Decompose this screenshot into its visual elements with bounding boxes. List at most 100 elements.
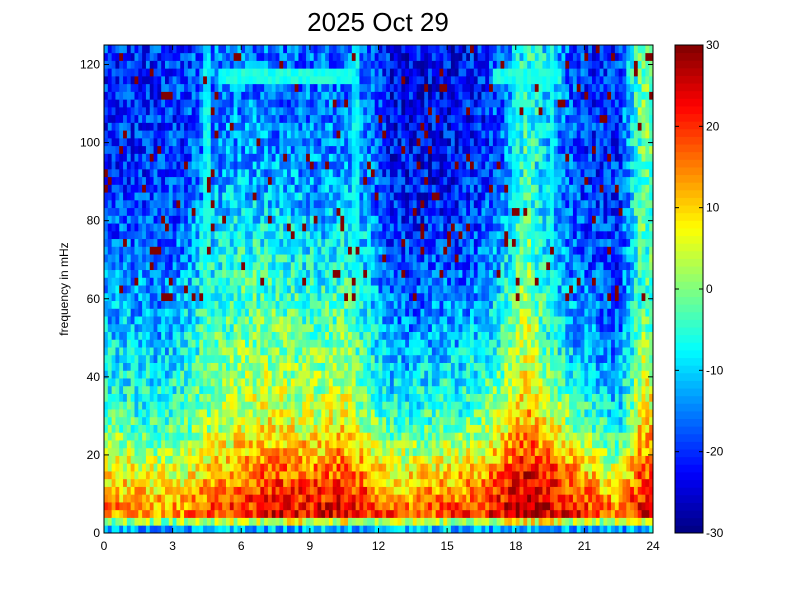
heatmap-cell: [126, 347, 132, 356]
heatmap-cell: [184, 277, 189, 286]
heatmap-cell: [191, 161, 196, 170]
heatmap-cell: [294, 494, 299, 503]
heatmap-cell: [389, 292, 395, 302]
heatmap-cell: [241, 509, 246, 518]
heatmap-cell: [389, 478, 395, 487]
heatmap-cell: [191, 432, 196, 441]
heatmap-cell: [130, 137, 135, 147]
heatmap-cell: [233, 130, 238, 139]
heatmap-cell: [348, 385, 353, 394]
heatmap-cell: [191, 68, 196, 77]
heatmap-cell: [153, 261, 158, 271]
heatmap-cell: [313, 347, 318, 356]
heatmap-cell: [168, 130, 174, 139]
heatmap-cell: [344, 517, 349, 526]
heatmap-cell: [172, 316, 177, 325]
heatmap-cell: [119, 509, 124, 518]
heatmap-cell: [104, 362, 109, 371]
heatmap-cell: [370, 114, 376, 123]
heatmap-cell: [218, 199, 223, 209]
heatmap-cell: [187, 91, 193, 100]
heatmap-cell: [260, 75, 265, 85]
heatmap-cell: [359, 339, 364, 348]
heatmap-cell: [302, 246, 307, 255]
heatmap-cell: [107, 455, 113, 464]
heatmap-cell: [374, 502, 379, 511]
heatmap-cell: [397, 246, 402, 255]
heatmap-cell: [382, 254, 387, 263]
heatmap-cell: [267, 114, 273, 123]
heatmap-cell: [382, 486, 387, 495]
heatmap-cell: [405, 432, 410, 441]
heatmap-cell: [107, 331, 113, 340]
heatmap-cell: [328, 292, 334, 302]
heatmap-cell: [264, 52, 269, 61]
heatmap-cell: [287, 223, 292, 232]
heatmap-cell: [123, 161, 128, 170]
heatmap-cell: [153, 525, 158, 534]
heatmap-cell: [348, 424, 353, 433]
heatmap-cell: [252, 199, 257, 209]
heatmap-cell: [386, 455, 391, 464]
heatmap-cell: [233, 339, 238, 348]
heatmap-cell: [382, 385, 387, 394]
heatmap-cell: [187, 137, 193, 147]
heatmap-cell: [401, 416, 406, 425]
heatmap-cell: [187, 261, 193, 271]
heatmap-cell: [367, 269, 372, 278]
heatmap-cell: [203, 378, 208, 387]
heatmap-cell: [248, 75, 254, 85]
heatmap-cell: [382, 184, 387, 193]
heatmap-cell: [283, 494, 288, 503]
heatmap-cell: [237, 277, 242, 286]
heatmap-cell: [393, 447, 398, 456]
heatmap-cell: [325, 517, 330, 526]
heatmap-cell: [126, 416, 132, 425]
heatmap-cell: [367, 323, 372, 333]
heatmap-cell: [104, 494, 109, 503]
heatmap-cell: [370, 75, 376, 85]
heatmap-cell: [176, 308, 181, 317]
heatmap-cell: [126, 424, 132, 433]
heatmap-cell: [134, 199, 139, 209]
heatmap-cell: [142, 254, 147, 263]
heatmap-cell: [287, 269, 292, 278]
heatmap-cell: [382, 99, 387, 108]
heatmap-cell: [298, 246, 303, 255]
heatmap-cell: [325, 447, 330, 456]
heatmap-cell: [328, 215, 334, 224]
heatmap-cell: [389, 130, 395, 139]
heatmap-cell: [210, 168, 215, 178]
heatmap-cell: [184, 308, 189, 317]
heatmap-cell: [340, 215, 345, 224]
heatmap-cell: [267, 331, 273, 340]
heatmap-cell: [157, 261, 162, 271]
heatmap-cell: [248, 416, 254, 425]
heatmap-cell: [126, 471, 132, 480]
heatmap-cell: [336, 91, 341, 100]
heatmap-cell: [229, 432, 235, 441]
heatmap-cell: [393, 502, 398, 511]
heatmap-cell: [271, 60, 276, 69]
heatmap-cell: [351, 122, 357, 131]
heatmap-cell: [317, 261, 322, 271]
heatmap-cell: [248, 354, 254, 363]
heatmap-cell: [237, 230, 242, 240]
heatmap-cell: [264, 192, 269, 201]
heatmap-cell: [130, 409, 135, 418]
heatmap-cell: [218, 153, 223, 162]
heatmap-cell: [283, 269, 288, 278]
heatmap-cell: [287, 393, 292, 402]
heatmap-cell: [111, 347, 116, 356]
heatmap-cell: [252, 91, 257, 100]
heatmap-cell: [245, 486, 250, 495]
heatmap-cell: [389, 370, 395, 379]
heatmap-cell: [382, 246, 387, 255]
heatmap-cell: [306, 261, 311, 271]
heatmap-cell: [325, 122, 330, 131]
heatmap-cell: [306, 509, 311, 518]
heatmap-cell: [210, 199, 215, 209]
heatmap-cell: [195, 130, 200, 139]
heatmap-cell: [393, 83, 398, 92]
heatmap-cell: [328, 354, 334, 363]
